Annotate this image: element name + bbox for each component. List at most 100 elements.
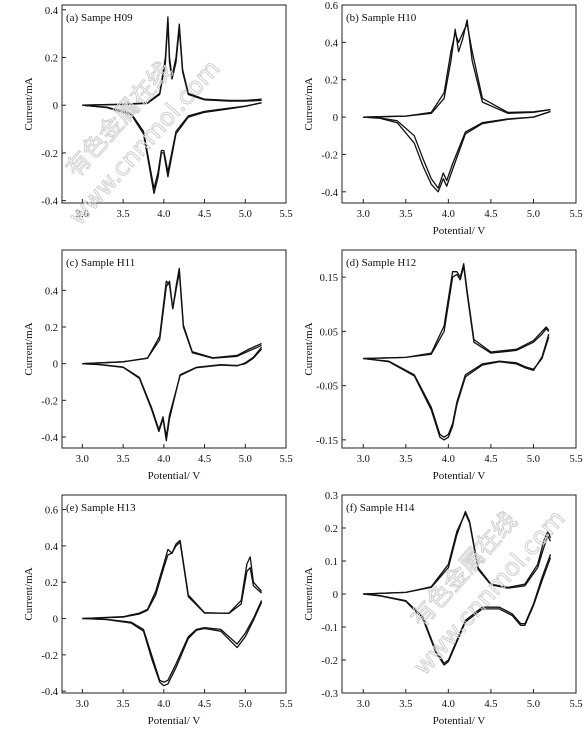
chart-panel-5: 3.0 3.5 4.0 4.5 5.0 5.5 -0.3 -0.2 -0.1 0 0.1 0.2 0.3…	[303, 491, 583, 727]
cv-curve-1	[363, 336, 550, 438]
y-tick-label: -0.2	[321, 656, 338, 667]
x-axis-label: Potential/ V	[148, 715, 201, 727]
chart-panel-1: 3.0 3.5 4.0 4.5 5.0 5.5 -0.4 -0.2 0 0.2 0.4 0.6 (b) …	[303, 1, 583, 237]
cv-curve-1	[363, 554, 552, 664]
y-tick-label: -0.15	[316, 436, 338, 447]
x-tick-label: 4.5	[198, 699, 211, 710]
x-tick-label: 5.0	[527, 454, 540, 465]
x-tick-label: 5.5	[569, 454, 582, 465]
x-tick-label: 5.5	[569, 209, 582, 220]
y-tick-label: 0	[53, 101, 58, 112]
y-tick-label: -0.2	[41, 651, 58, 662]
x-axis-label: Potential/ V	[433, 715, 486, 727]
x-tick-label: 3.5	[117, 209, 130, 220]
cv-curve-0	[363, 19, 551, 118]
cv-curve-3	[82, 346, 263, 438]
cv-curve-3	[363, 110, 551, 193]
y-tick-label: 0.2	[325, 524, 338, 535]
y-tick-label: 0.2	[325, 76, 338, 87]
cv-curve-2	[82, 267, 262, 365]
x-tick-label: 3.5	[117, 454, 130, 465]
cv-curve-1	[82, 600, 263, 683]
y-tick-label: -0.2	[41, 396, 58, 407]
y-tick-label: 0.4	[45, 6, 59, 17]
y-tick-label: 0.3	[325, 491, 338, 502]
x-tick-label: 5.0	[527, 209, 540, 220]
y-tick-label: -0.4	[41, 687, 58, 698]
x-tick-label: 4.0	[442, 699, 455, 710]
y-axis-label: Current/mA	[303, 322, 315, 375]
x-tick-label: 5.5	[279, 699, 292, 710]
y-axis-label: Current/mA	[303, 567, 315, 620]
x-tick-label: 4.5	[198, 454, 211, 465]
x-tick-label: 5.5	[569, 699, 582, 710]
plot-frame	[61, 249, 287, 449]
y-tick-label: -0.05	[316, 382, 338, 393]
x-tick-label: 4.5	[484, 699, 497, 710]
y-tick-label: 0	[333, 590, 338, 601]
y-axis-label: Current/mA	[23, 322, 35, 375]
x-tick-label: 3.0	[76, 209, 89, 220]
chart-panel-3: 3.0 3.5 4.0 4.5 5.0 5.5 -0.15 -0.05 0.05 0.15 (d) …	[303, 249, 583, 482]
y-tick-label: 0.4	[325, 38, 339, 49]
cv-curve-3	[82, 102, 262, 190]
y-tick-label: 0.6	[325, 1, 338, 12]
cv-curve-2	[363, 262, 550, 360]
cv-curve-0	[363, 265, 550, 360]
y-tick-label: 0	[53, 615, 58, 626]
cv-curve-1	[363, 110, 551, 189]
x-axis-label: Potential/ V	[433, 470, 486, 482]
x-tick-label: 5.0	[527, 699, 540, 710]
chart-panel-4: 3.0 3.5 4.0 4.5 5.0 5.5 -0.4 -0.2 0 0.2 0.4 0.6 (e) …	[23, 494, 293, 727]
y-tick-label: 0.4	[45, 286, 59, 297]
panel-title: (e) Sample H13	[66, 502, 136, 514]
cv-curve-2	[363, 512, 552, 595]
panel-title: (d) Sample H12	[346, 257, 416, 269]
x-tick-label: 4.0	[157, 209, 170, 220]
x-tick-label: 4.0	[442, 454, 455, 465]
y-tick-label: 0.1	[325, 557, 338, 568]
y-axis-label: Current/mA	[303, 77, 315, 130]
x-tick-label: 3.0	[357, 209, 370, 220]
y-tick-label: 0.05	[320, 327, 338, 338]
y-tick-label: -0.4	[41, 197, 58, 208]
chart-panel-0: 3.0 3.5 4.0 4.5 5.0 5.5 -0.4 -0.2 0 0.2 0.4 (a) Sam…	[23, 4, 293, 220]
panel-title: (b) Sample H10	[346, 12, 417, 24]
panel-title: (f) Sample H14	[346, 502, 415, 514]
x-tick-label: 5.5	[279, 454, 292, 465]
y-axis-label: Current/mA	[23, 77, 35, 130]
plot-frame	[341, 249, 577, 449]
y-tick-label: 0	[53, 360, 58, 371]
plot-frame	[341, 4, 577, 204]
y-tick-label: 0.15	[320, 273, 338, 284]
y-tick-label: -0.4	[321, 188, 338, 199]
panel-title: (c) Sample H11	[66, 257, 135, 269]
y-tick-label: 0.4	[45, 542, 59, 553]
x-tick-label: 3.5	[399, 454, 412, 465]
x-axis-label: Potential/ V	[148, 470, 201, 482]
y-tick-label: -0.1	[321, 623, 338, 634]
x-tick-label: 4.0	[157, 454, 170, 465]
cv-curve-0	[82, 16, 262, 106]
x-tick-label: 5.5	[279, 209, 292, 220]
cv-curve-3	[363, 333, 550, 441]
x-tick-label: 4.0	[442, 209, 455, 220]
y-tick-label: 0.2	[45, 578, 58, 589]
cv-curve-3	[82, 601, 263, 687]
x-tick-label: 4.5	[198, 209, 211, 220]
cv-curve-2	[82, 539, 263, 620]
cv-curve-2	[82, 21, 262, 106]
chart-panel-2: 3.0 3.5 4.0 4.5 5.0 5.5 -0.4 -0.2 0 0.2 0.4 (c) Sam…	[23, 249, 293, 482]
x-tick-label: 3.0	[357, 454, 370, 465]
y-tick-label: -0.2	[321, 150, 338, 161]
x-tick-label: 5.0	[239, 454, 252, 465]
x-tick-label: 3.5	[399, 699, 412, 710]
y-tick-label: -0.3	[321, 689, 338, 700]
y-tick-label: -0.4	[41, 433, 58, 444]
y-tick-label: 0.6	[45, 506, 58, 517]
x-tick-label: 4.5	[484, 209, 497, 220]
x-tick-label: 4.5	[484, 454, 497, 465]
plot-frame	[61, 494, 287, 694]
y-tick-label: 0.2	[45, 53, 58, 64]
